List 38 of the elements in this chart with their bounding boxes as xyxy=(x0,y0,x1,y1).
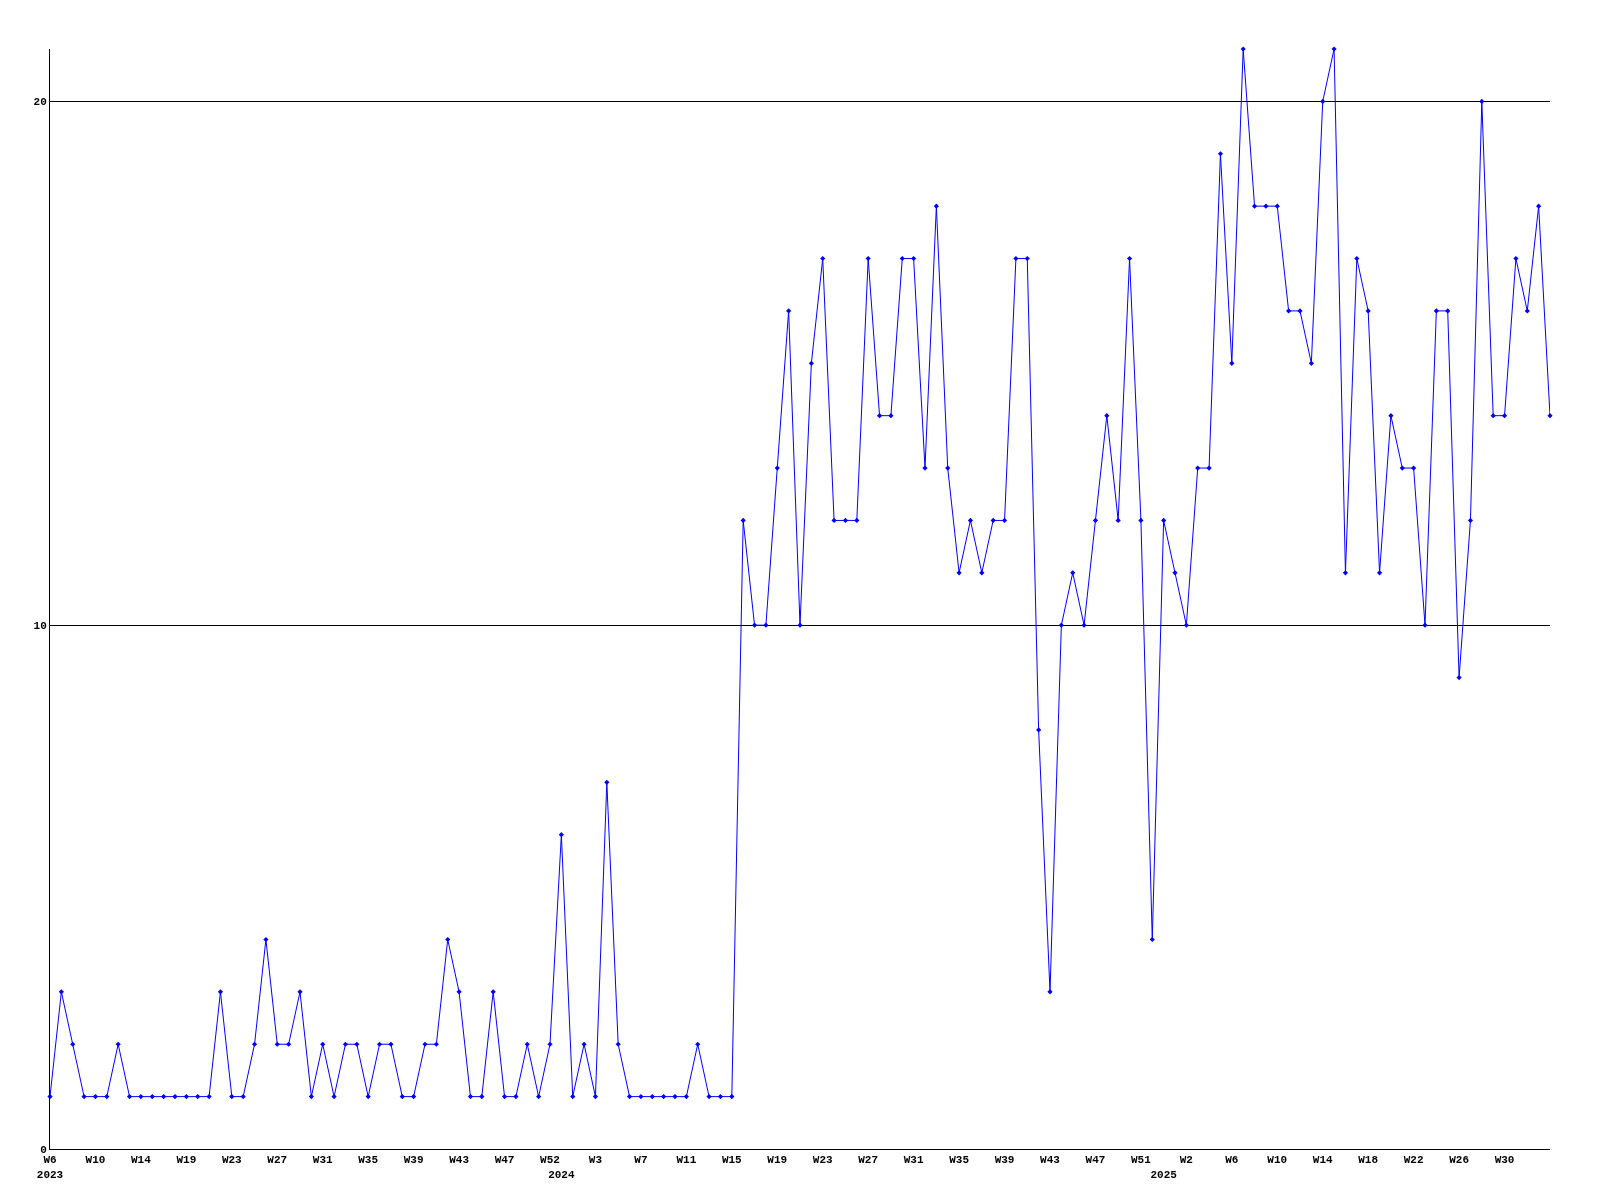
x-tick-label: W19 xyxy=(767,1154,788,1167)
x-tick-label: W43 xyxy=(449,1154,470,1167)
x-tick-label: 2024 xyxy=(548,1168,575,1181)
x-tick-label: W43 xyxy=(1040,1154,1061,1167)
x-tick-label: W7 xyxy=(634,1154,648,1167)
x-tick-label: W15 xyxy=(721,1154,743,1167)
x-tick-label: 2025 xyxy=(1150,1168,1178,1181)
x-tick-label: W26 xyxy=(1449,1154,1469,1167)
x-tick-label: W18 xyxy=(1358,1154,1379,1167)
x-tick-label: W19 xyxy=(176,1154,197,1167)
x-tick-label: W52 xyxy=(540,1154,560,1167)
x-tick-label: W10 xyxy=(1267,1154,1288,1167)
x-tick-label: W6 xyxy=(1225,1154,1239,1167)
x-tick-label: W6 2023 xyxy=(36,1154,64,1181)
x-tick-label: W10 xyxy=(85,1154,106,1167)
x-tick-label: W47 xyxy=(494,1154,515,1167)
x-tick-label: W47 xyxy=(1085,1154,1106,1167)
x-tick-label: W30 xyxy=(1494,1154,1515,1167)
x-tick-label: W3 xyxy=(588,1154,603,1167)
x-tick-label: W39 xyxy=(403,1154,424,1167)
x-tick-label: W31 xyxy=(312,1154,334,1167)
y-tick-label: 20 xyxy=(33,96,47,109)
x-tick-label: W14 xyxy=(131,1154,152,1167)
y-tick-label: 0 xyxy=(40,1143,47,1156)
x-tick-label: W27 xyxy=(858,1154,879,1167)
x-tick-label: W22 xyxy=(1403,1154,1424,1167)
x-tick-label: W27 xyxy=(267,1154,288,1167)
x-tick-label: W39 xyxy=(994,1154,1015,1167)
x-tick-label: W51 xyxy=(1131,1154,1152,1167)
x-tick-label: W23 xyxy=(812,1154,834,1167)
y-tick-label: 10 xyxy=(33,620,47,633)
x-tick-label: W14 xyxy=(1312,1154,1334,1167)
x-tick-label: W11 xyxy=(676,1154,697,1167)
x-tick-label: W2 xyxy=(1179,1154,1193,1167)
x-tick-label: W31 xyxy=(903,1154,924,1167)
x-tick-label: W23 xyxy=(221,1154,243,1167)
x-tick-label: W35 xyxy=(358,1154,379,1167)
x-tick-label: W35 xyxy=(949,1154,970,1167)
